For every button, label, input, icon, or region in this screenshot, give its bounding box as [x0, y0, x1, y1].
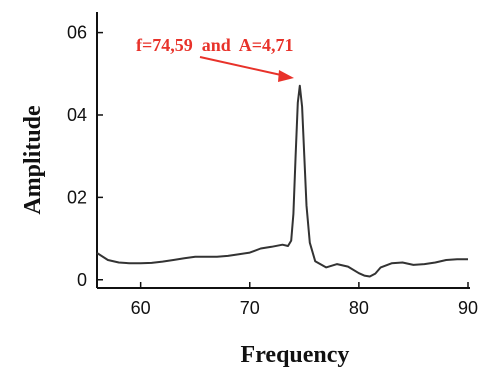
x-axis-title: Frequency — [241, 342, 350, 368]
x-tick-label: 90 — [458, 298, 478, 318]
series-layer — [96, 84, 468, 278]
y-tick-label: 0 — [77, 270, 87, 290]
y-axis-title: Amplitude — [20, 105, 46, 215]
amplitude-series-line — [96, 84, 468, 278]
x-tick-label: 60 — [131, 298, 151, 318]
x-tick-label: 70 — [240, 298, 260, 318]
x-axis-ticks: 60 70 80 90 — [131, 282, 478, 318]
y-tick-label: 02 — [67, 187, 87, 207]
y-axis-ticks: 0 02 04 06 — [67, 23, 103, 290]
peak-annotation-label: f=74,59 and A=4,71 — [136, 35, 294, 55]
peak-annotation-arrow — [199, 56, 294, 82]
y-tick-label: 06 — [67, 23, 87, 43]
y-tick-label: 04 — [67, 105, 87, 125]
x-tick-label: 80 — [349, 298, 369, 318]
